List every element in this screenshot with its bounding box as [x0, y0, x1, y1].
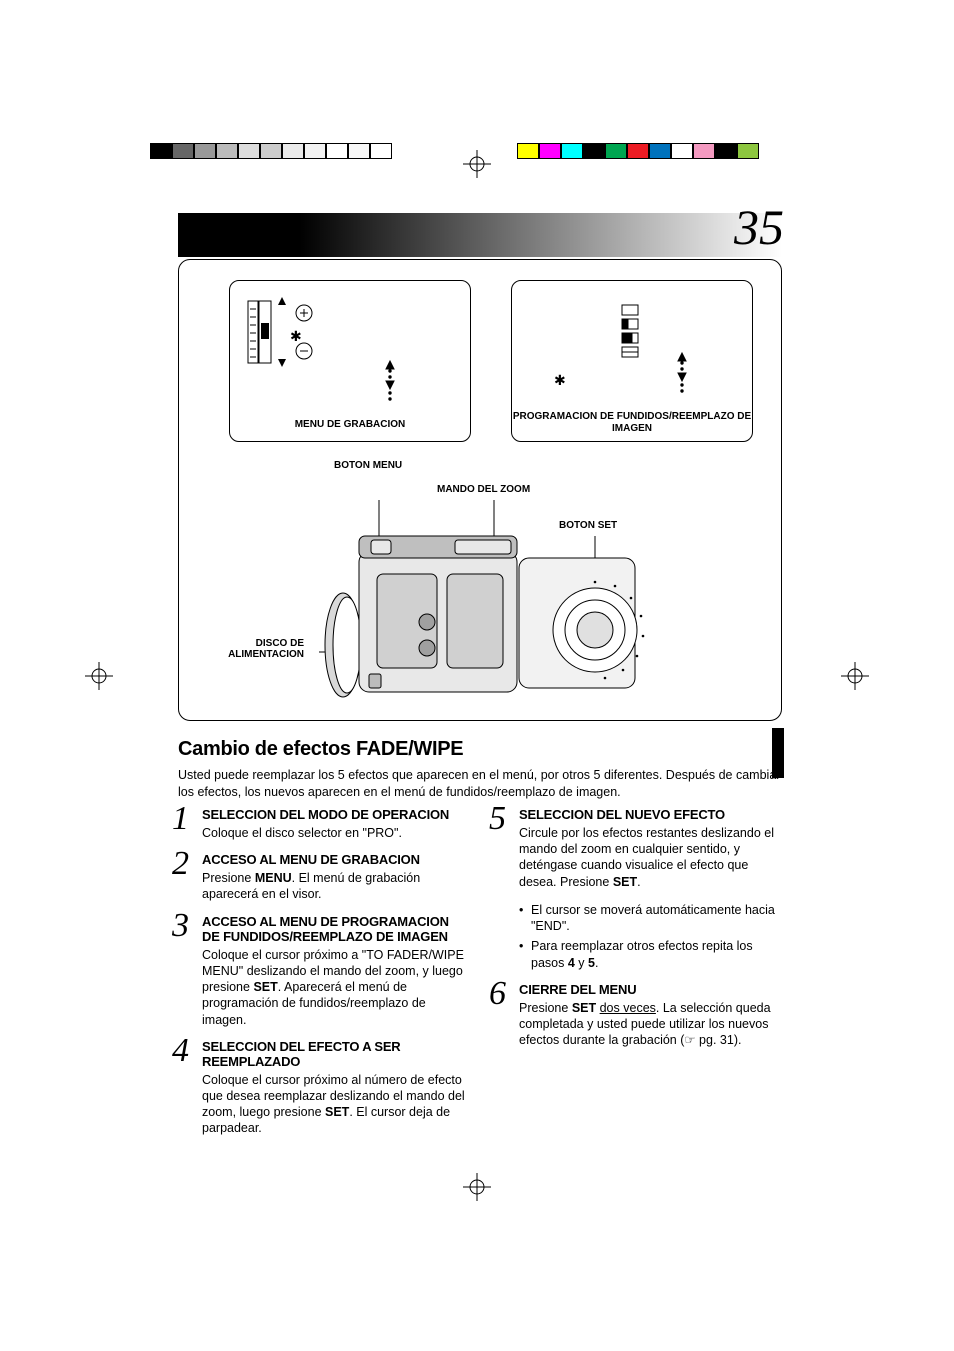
screen-fader-menu: ✱ PROGRAMACION DE FUNDIDOS/REEMPLAZO DE … — [511, 280, 753, 442]
camera-diagram — [319, 500, 659, 710]
step: 2ACCESO AL MENU DE GRABACIONPresione MEN… — [178, 853, 465, 902]
screen-recording-menu: ✱ MENU DE GRABACION — [229, 280, 471, 442]
color-swatch — [539, 143, 561, 159]
screen1-graphic: ✱ — [230, 281, 472, 411]
color-swatch — [649, 143, 671, 159]
step-number: 4 — [172, 1034, 189, 1068]
registration-mark-icon — [841, 662, 869, 690]
color-swatch — [172, 143, 194, 159]
step-body: Presione MENU. El menú de grabación apar… — [202, 870, 465, 903]
step-title: ACCESO AL MENU DE GRABACION — [202, 853, 465, 868]
step: 1SELECCION DEL MODO DE OPERACIONColoque … — [178, 808, 465, 841]
step: 5SELECCION DEL NUEVO EFECTOCircule por l… — [495, 808, 782, 890]
step-number: 1 — [172, 802, 189, 836]
registration-mark-icon — [463, 150, 491, 178]
step-body: Coloque el cursor próximo al número de e… — [202, 1072, 465, 1137]
step-body: Circule por los efectos restantes desliz… — [519, 825, 782, 890]
color-bars-right — [517, 143, 759, 159]
step-number: 2 — [172, 847, 189, 881]
step-body: Coloque el cursor próximo a "TO FADER/WI… — [202, 947, 465, 1028]
color-swatch — [150, 143, 172, 159]
color-swatch — [348, 143, 370, 159]
step: 6CIERRE DEL MENUPresione SET dos veces. … — [495, 983, 782, 1049]
color-bars-left — [150, 143, 392, 159]
step: 3ACCESO AL MENU DE PROGRAMACION DE FUNDI… — [178, 915, 465, 1028]
col-left: 1SELECCION DEL MODO DE OPERACIONColoque … — [178, 808, 465, 1149]
color-swatch — [627, 143, 649, 159]
step-title: CIERRE DEL MENU — [519, 983, 782, 998]
color-swatch — [693, 143, 715, 159]
bullet-list: El cursor se moverá automáticamente haci… — [519, 902, 782, 971]
figure-frame: ✱ MENU DE GRABACION ✱ — [178, 259, 782, 721]
screen1-label: MENU DE GRABACION — [230, 419, 470, 431]
col-right: 5SELECCION DEL NUEVO EFECTOCircule por l… — [495, 808, 782, 1149]
section-title: Cambio de efectos FADE/WIPE — [178, 738, 463, 761]
color-swatch — [605, 143, 627, 159]
label-boton-menu: BOTON MENU — [334, 460, 402, 471]
step-title: ACCESO AL MENU DE PROGRAMACION DE FUNDID… — [202, 915, 465, 945]
svg-text:✱: ✱ — [290, 328, 302, 344]
label-mando-zoom: MANDO DEL ZOOM — [437, 484, 530, 495]
color-swatch — [194, 143, 216, 159]
step-title: SELECCION DEL MODO DE OPERACION — [202, 808, 465, 823]
steps-columns: 1SELECCION DEL MODO DE OPERACIONColoque … — [178, 808, 782, 1149]
color-swatch — [715, 143, 737, 159]
color-swatch — [282, 143, 304, 159]
screen2-label: PROGRAMACION DE FUNDIDOS/REEMPLAZO DE IM… — [512, 411, 752, 435]
step-body: Presione SET dos veces. La selección que… — [519, 1000, 782, 1049]
color-swatch — [671, 143, 693, 159]
step-number: 5 — [489, 802, 506, 836]
color-swatch — [216, 143, 238, 159]
color-swatch — [326, 143, 348, 159]
label-disco: DISCO DE ALIMENTACION — [214, 638, 304, 660]
registration-mark-icon — [85, 662, 113, 690]
screen2-graphic: ✱ — [512, 281, 754, 401]
step-body: Coloque el disco selector en "PRO". — [202, 825, 465, 841]
step-number: 6 — [489, 977, 506, 1011]
registration-mark-icon — [463, 1173, 491, 1201]
color-swatch — [517, 143, 539, 159]
color-swatch — [260, 143, 282, 159]
color-swatch — [370, 143, 392, 159]
page-header-bar — [178, 213, 782, 257]
color-swatch — [304, 143, 326, 159]
color-swatch — [561, 143, 583, 159]
color-swatch — [583, 143, 605, 159]
color-swatch — [238, 143, 260, 159]
step-number: 3 — [172, 909, 189, 943]
bullet-item: Para reemplazar otros efectos repita los… — [519, 938, 782, 971]
color-swatch — [737, 143, 759, 159]
page-number: 35 — [734, 198, 784, 256]
step-title: SELECCION DEL EFECTO A SER REEMPLAZADO — [202, 1040, 465, 1070]
step: 4SELECCION DEL EFECTO A SER REEMPLAZADOC… — [178, 1040, 465, 1137]
bullet-item: El cursor se moverá automáticamente haci… — [519, 902, 782, 935]
intro-text: Usted puede reemplazar los 5 efectos que… — [178, 767, 782, 801]
svg-text:✱: ✱ — [554, 372, 566, 388]
step-title: SELECCION DEL NUEVO EFECTO — [519, 808, 782, 823]
